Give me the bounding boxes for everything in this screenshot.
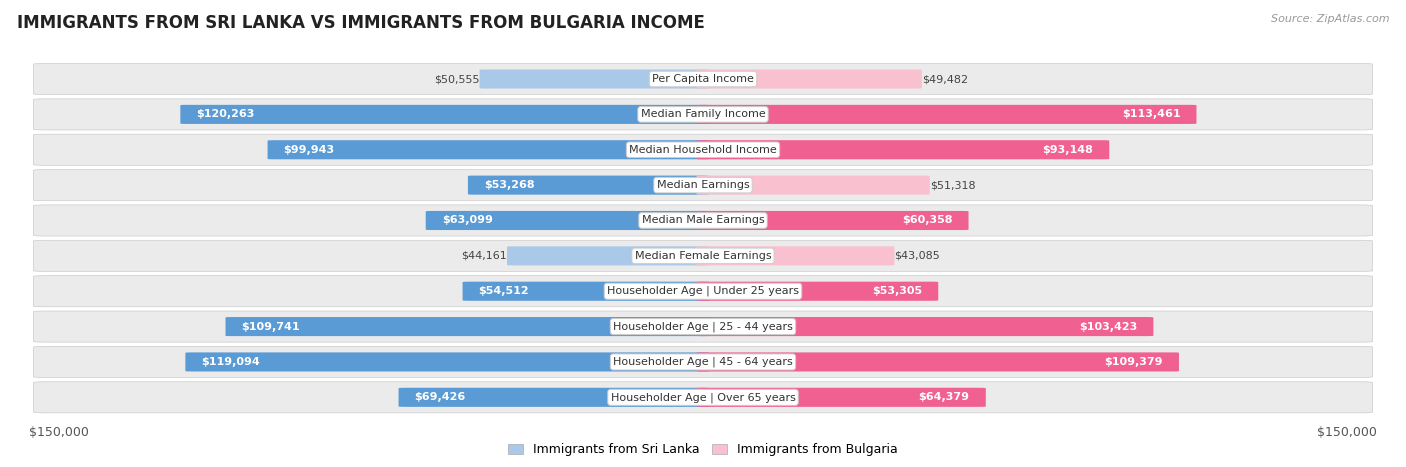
- FancyBboxPatch shape: [696, 176, 929, 195]
- Text: $93,148: $93,148: [1042, 145, 1094, 155]
- Text: $50,555: $50,555: [434, 74, 479, 84]
- FancyBboxPatch shape: [468, 176, 710, 195]
- FancyBboxPatch shape: [34, 134, 1372, 165]
- Text: Median Family Income: Median Family Income: [641, 109, 765, 120]
- FancyBboxPatch shape: [479, 70, 710, 89]
- FancyBboxPatch shape: [696, 282, 938, 301]
- FancyBboxPatch shape: [180, 105, 710, 124]
- FancyBboxPatch shape: [34, 241, 1372, 271]
- Text: $103,423: $103,423: [1078, 322, 1137, 332]
- Text: $51,318: $51,318: [929, 180, 976, 190]
- FancyBboxPatch shape: [696, 140, 1109, 159]
- Text: IMMIGRANTS FROM SRI LANKA VS IMMIGRANTS FROM BULGARIA INCOME: IMMIGRANTS FROM SRI LANKA VS IMMIGRANTS …: [17, 14, 704, 32]
- Text: $64,379: $64,379: [918, 392, 970, 402]
- Text: $63,099: $63,099: [441, 215, 492, 226]
- FancyBboxPatch shape: [34, 205, 1372, 236]
- Text: $109,741: $109,741: [242, 322, 301, 332]
- Text: $60,358: $60,358: [901, 215, 952, 226]
- Text: $54,512: $54,512: [478, 286, 529, 296]
- Text: $53,268: $53,268: [484, 180, 534, 190]
- Text: $113,461: $113,461: [1122, 109, 1181, 120]
- FancyBboxPatch shape: [34, 99, 1372, 130]
- FancyBboxPatch shape: [34, 347, 1372, 377]
- FancyBboxPatch shape: [225, 317, 710, 336]
- Text: Householder Age | Under 25 years: Householder Age | Under 25 years: [607, 286, 799, 297]
- FancyBboxPatch shape: [426, 211, 710, 230]
- Text: Householder Age | Over 65 years: Householder Age | Over 65 years: [610, 392, 796, 403]
- Text: $119,094: $119,094: [201, 357, 260, 367]
- Text: Median Female Earnings: Median Female Earnings: [634, 251, 772, 261]
- Text: $49,482: $49,482: [922, 74, 967, 84]
- FancyBboxPatch shape: [508, 246, 710, 265]
- Text: $44,161: $44,161: [461, 251, 508, 261]
- FancyBboxPatch shape: [696, 353, 1180, 371]
- Text: $99,943: $99,943: [284, 145, 335, 155]
- FancyBboxPatch shape: [463, 282, 710, 301]
- Text: Per Capita Income: Per Capita Income: [652, 74, 754, 84]
- Legend: Immigrants from Sri Lanka, Immigrants from Bulgaria: Immigrants from Sri Lanka, Immigrants fr…: [503, 439, 903, 461]
- FancyBboxPatch shape: [696, 105, 1197, 124]
- Text: Householder Age | 25 - 44 years: Householder Age | 25 - 44 years: [613, 321, 793, 332]
- FancyBboxPatch shape: [34, 170, 1372, 201]
- FancyBboxPatch shape: [696, 246, 894, 265]
- Text: Median Earnings: Median Earnings: [657, 180, 749, 190]
- FancyBboxPatch shape: [398, 388, 710, 407]
- Text: Source: ZipAtlas.com: Source: ZipAtlas.com: [1271, 14, 1389, 24]
- Text: $53,305: $53,305: [872, 286, 922, 296]
- FancyBboxPatch shape: [696, 317, 1153, 336]
- Text: $109,379: $109,379: [1104, 357, 1163, 367]
- Text: Median Household Income: Median Household Income: [628, 145, 778, 155]
- FancyBboxPatch shape: [267, 140, 710, 159]
- FancyBboxPatch shape: [696, 211, 969, 230]
- FancyBboxPatch shape: [186, 353, 710, 371]
- FancyBboxPatch shape: [696, 388, 986, 407]
- FancyBboxPatch shape: [34, 276, 1372, 307]
- FancyBboxPatch shape: [34, 64, 1372, 95]
- Text: Householder Age | 45 - 64 years: Householder Age | 45 - 64 years: [613, 357, 793, 367]
- Text: $43,085: $43,085: [894, 251, 941, 261]
- Text: $69,426: $69,426: [415, 392, 465, 402]
- FancyBboxPatch shape: [34, 311, 1372, 342]
- Text: $120,263: $120,263: [197, 109, 254, 120]
- Text: Median Male Earnings: Median Male Earnings: [641, 215, 765, 226]
- FancyBboxPatch shape: [696, 70, 922, 89]
- FancyBboxPatch shape: [34, 382, 1372, 413]
